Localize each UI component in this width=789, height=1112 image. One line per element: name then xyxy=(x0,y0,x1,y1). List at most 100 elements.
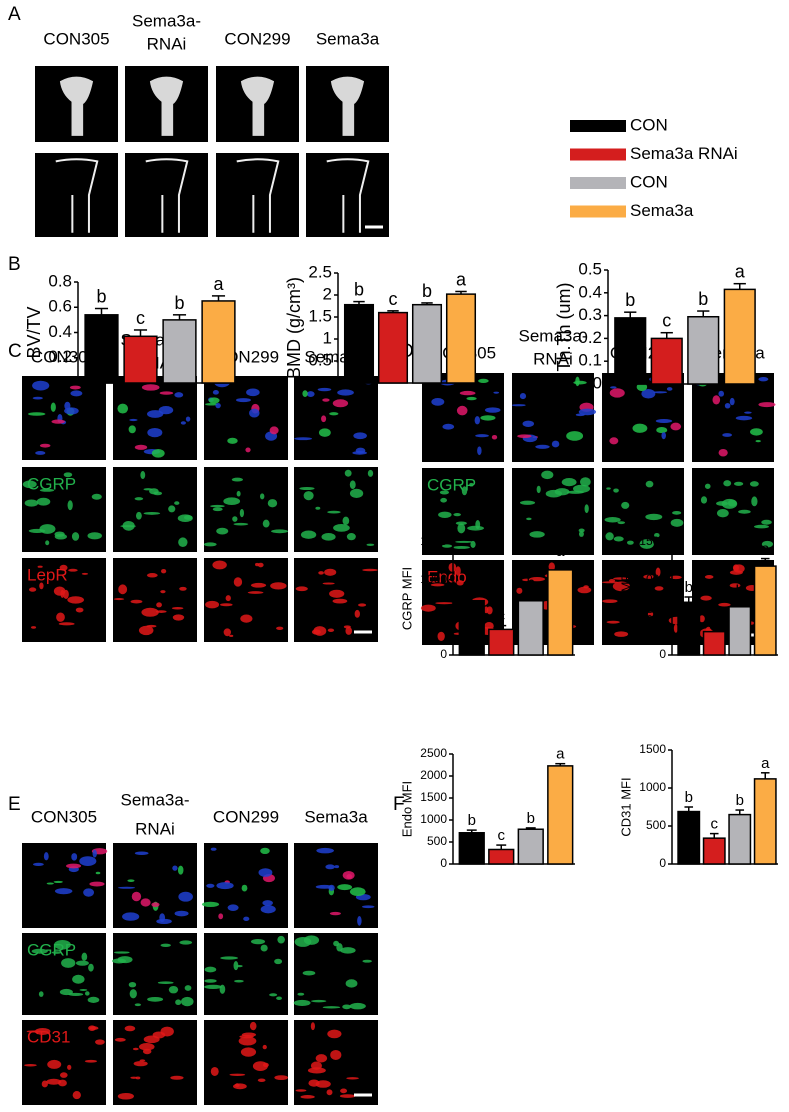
stain-signal xyxy=(81,952,88,961)
y-axis-label: LepR MFI xyxy=(618,570,633,627)
stain-signal xyxy=(233,577,243,587)
stain-signal xyxy=(438,511,452,518)
stain-signal xyxy=(178,891,193,902)
stain-signal xyxy=(669,575,682,580)
stain-signal xyxy=(455,566,461,576)
stain-signal xyxy=(151,448,165,458)
stain-signal xyxy=(227,437,238,444)
stain-signal xyxy=(141,607,159,617)
stain-signal xyxy=(75,607,84,613)
significance-letter: b xyxy=(736,583,744,600)
stain-signal xyxy=(72,1091,81,1100)
y-tick-label: 0 xyxy=(593,373,602,392)
stain-signal xyxy=(579,477,591,487)
stain-signal xyxy=(606,487,611,490)
column-label: CON305 xyxy=(43,29,109,48)
stain-signal xyxy=(294,437,313,441)
micrograph xyxy=(204,933,288,1015)
stain-signal xyxy=(609,437,619,445)
stain-signal xyxy=(529,577,545,582)
stain-signal xyxy=(212,390,219,395)
stain-signal xyxy=(758,376,769,382)
stain-signal xyxy=(114,1037,126,1042)
y-tick-label: 0.4 xyxy=(578,282,602,301)
stain-signal xyxy=(353,432,367,440)
stain-signal xyxy=(172,865,178,871)
stain-signal xyxy=(300,530,317,539)
bar xyxy=(753,565,777,656)
stain-label: CGRP xyxy=(427,475,476,494)
stain-signal xyxy=(54,533,67,540)
stain-signal xyxy=(303,935,320,945)
y-tick-label: 1 xyxy=(323,328,332,347)
stain-signal xyxy=(88,1025,96,1031)
bone-render xyxy=(149,76,184,136)
stain-signal xyxy=(758,402,776,408)
stain-signal xyxy=(24,499,39,507)
bar xyxy=(702,630,726,656)
bar xyxy=(517,828,544,865)
stain-signal xyxy=(32,862,44,866)
stain-signal xyxy=(329,911,341,916)
stain-signal xyxy=(315,1080,331,1088)
stain-signal xyxy=(175,999,182,1006)
stain-signal xyxy=(204,966,217,973)
stain-signal xyxy=(744,411,752,414)
stain-signal xyxy=(69,385,81,390)
bar xyxy=(458,832,485,865)
stain-signal xyxy=(117,956,133,964)
y-axis-label: BMD (g/cm³) xyxy=(284,277,304,379)
stain-signal xyxy=(174,392,184,398)
significance-letter: b xyxy=(625,290,635,310)
y-tick-label: 0.2 xyxy=(48,347,72,366)
stain-signal xyxy=(311,999,327,1003)
stain-signal xyxy=(210,1066,219,1076)
stain-signal xyxy=(761,540,774,548)
stain-signal xyxy=(68,568,78,572)
stain-signal xyxy=(146,573,158,578)
stain-signal xyxy=(647,611,654,617)
stain-signal xyxy=(216,527,229,535)
micrograph xyxy=(35,153,118,237)
stain-signal xyxy=(577,586,592,594)
stain-signal xyxy=(362,959,372,963)
stain-signal xyxy=(430,583,445,587)
stain-signal xyxy=(277,935,285,944)
stain-signal xyxy=(645,513,663,521)
stain-signal xyxy=(89,881,105,887)
stain-signal xyxy=(45,540,50,546)
stain-signal xyxy=(645,480,654,488)
stain-signal xyxy=(342,1004,352,1010)
stain-signal xyxy=(204,979,217,983)
legend-swatch xyxy=(570,120,626,132)
stain-label: CD31 xyxy=(27,1027,70,1046)
stain-signal xyxy=(656,427,668,434)
stain-signal xyxy=(330,1049,342,1060)
bone-section xyxy=(236,158,280,233)
y-tick-label: 0 xyxy=(63,372,72,391)
bone-section xyxy=(326,158,370,233)
stain-signal xyxy=(87,996,100,1003)
stain-signal xyxy=(131,891,142,902)
stain-signal xyxy=(81,572,89,575)
stain-signal xyxy=(617,521,626,525)
stain-signal xyxy=(270,582,287,590)
stain-signal xyxy=(346,533,356,541)
stain-signal xyxy=(257,562,264,568)
bar xyxy=(343,303,375,384)
stain-signal xyxy=(602,599,618,603)
stain-signal xyxy=(262,900,273,906)
stain-signal xyxy=(39,488,55,492)
stain-signal xyxy=(35,451,46,455)
stain-signal xyxy=(613,488,619,493)
stain-signal xyxy=(716,501,729,506)
stain-signal xyxy=(56,612,65,622)
stain-signal xyxy=(453,545,470,549)
stain-signal xyxy=(729,583,741,588)
stain-signal xyxy=(22,480,37,489)
stain-signal xyxy=(327,510,341,514)
column-label: Sema3a- xyxy=(519,326,588,345)
stain-signal xyxy=(240,1047,257,1057)
panel-label: B xyxy=(8,254,21,275)
stain-signal xyxy=(271,529,289,534)
